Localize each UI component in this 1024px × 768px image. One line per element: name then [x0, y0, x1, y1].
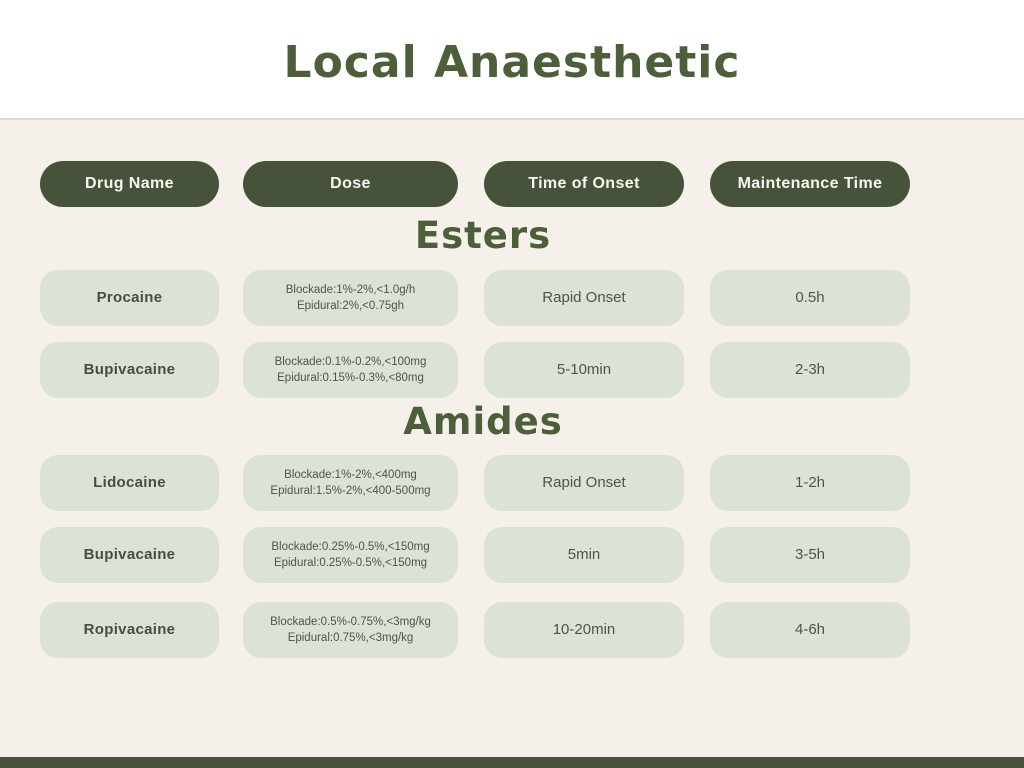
drug-name-label: Procaine: [96, 289, 163, 306]
drug-name-label: Bupivacaine: [83, 361, 176, 378]
column-header-maintenance-time: Maintenance Time: [710, 161, 910, 207]
dose-epidural-line: Epidural:0.75%,<3mg/kg: [287, 632, 414, 644]
dose-blockade-line: Blockade:0.5%-0.75%,<3mg/kg: [270, 616, 431, 628]
header-divider: [0, 118, 1024, 120]
drug-name-label: Bupivacaine: [83, 546, 176, 563]
section-heading-amides: Amides: [403, 400, 563, 443]
footer-accent-bar: [0, 757, 1024, 768]
dose-cell: Blockade:0.25%-0.5%,<150mg Epidural:0.25…: [243, 527, 458, 583]
column-header-time-of-onset: Time of Onset: [484, 161, 684, 207]
maintenance-value: 4-6h: [794, 621, 826, 638]
maintenance-value: 3-5h: [794, 546, 826, 563]
dose-cell: Blockade:1%-2%,<1.0g/h Epidural:2%,<0.75…: [243, 270, 458, 326]
onset-cell: 5-10min: [484, 342, 684, 398]
drug-name-label: Lidocaine: [93, 474, 166, 491]
maintenance-cell: 3-5h: [710, 527, 910, 583]
maintenance-value: 2-3h: [794, 361, 826, 378]
onset-value: 10-20min: [552, 621, 616, 638]
onset-value: 5min: [567, 546, 601, 563]
dose-epidural-line: Epidural:2%,<0.75gh: [296, 300, 405, 312]
onset-cell: Rapid Onset: [484, 455, 684, 511]
maintenance-cell: 2-3h: [710, 342, 910, 398]
onset-value: 5-10min: [556, 361, 612, 378]
dose-cell: Blockade:0.1%-0.2%,<100mg Epidural:0.15%…: [243, 342, 458, 398]
maintenance-cell: 1-2h: [710, 455, 910, 511]
page-title: Local Anaesthetic: [283, 36, 741, 88]
onset-cell: 5min: [484, 527, 684, 583]
maintenance-cell: 0.5h: [710, 270, 910, 326]
onset-value: Rapid Onset: [542, 289, 626, 306]
dose-blockade-line: Blockade:1%-2%,<1.0g/h: [285, 284, 416, 296]
maintenance-cell: 4-6h: [710, 602, 910, 658]
maintenance-value: 1-2h: [794, 474, 826, 491]
drug-name-label: Ropivacaine: [83, 621, 176, 638]
dose-epidural-line: Epidural:1.5%-2%,<400-500mg: [270, 485, 431, 497]
column-header-dose: Dose: [243, 161, 458, 207]
dose-epidural-line: Epidural:0.15%-0.3%,<80mg: [277, 372, 424, 384]
header-area: Local Anaesthetic: [0, 0, 1024, 118]
dose-epidural-line: Epidural:0.25%-0.5%,<150mg: [273, 557, 428, 569]
dose-blockade-line: Blockade:1%-2%,<400mg: [284, 469, 417, 481]
section-heading-esters: Esters: [414, 214, 552, 257]
dose-cell: Blockade:0.5%-0.75%,<3mg/kg Epidural:0.7…: [243, 602, 458, 658]
column-header-drug-name: Drug Name: [40, 161, 219, 207]
onset-value: Rapid Onset: [542, 474, 626, 491]
onset-cell: 10-20min: [484, 602, 684, 658]
onset-cell: Rapid Onset: [484, 270, 684, 326]
drug-name-cell: Procaine: [40, 270, 219, 326]
drug-name-cell: Ropivacaine: [40, 602, 219, 658]
drug-name-cell: Bupivacaine: [40, 527, 219, 583]
dose-cell: Blockade:1%-2%,<400mg Epidural:1.5%-2%,<…: [243, 455, 458, 511]
maintenance-value: 0.5h: [795, 289, 825, 306]
dose-blockade-line: Blockade:0.1%-0.2%,<100mg: [274, 356, 427, 368]
drug-name-cell: Bupivacaine: [40, 342, 219, 398]
dose-blockade-line: Blockade:0.25%-0.5%,<150mg: [271, 541, 430, 553]
drug-name-cell: Lidocaine: [40, 455, 219, 511]
